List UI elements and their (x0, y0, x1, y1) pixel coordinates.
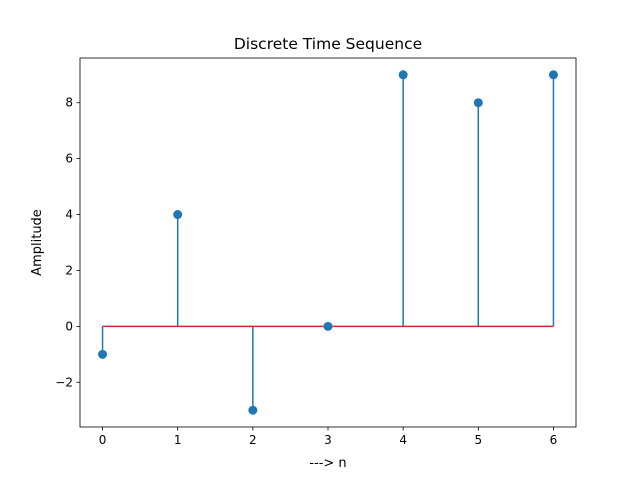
x-tick-label: 0 (99, 433, 107, 447)
stem-marker (473, 98, 483, 108)
stems-group (101, 74, 555, 411)
x-tick-label: 2 (249, 433, 257, 447)
y-tick-label: −2 (55, 375, 73, 389)
x-tick-label: 6 (550, 433, 558, 447)
stem-marker (173, 210, 183, 220)
x-tick-label: 5 (474, 433, 482, 447)
chart-title: Discrete Time Sequence (234, 35, 422, 53)
y-axis-ticks: −2 0 2 4 6 8 (55, 96, 80, 389)
stem-marker (323, 321, 333, 331)
plot-area (80, 58, 576, 427)
stem-marker (98, 349, 108, 359)
stem-marker (398, 70, 408, 80)
y-axis-label: Amplitude (30, 209, 45, 276)
x-tick-label: 3 (324, 433, 332, 447)
x-tick-label: 1 (174, 433, 182, 447)
y-tick-label: 6 (65, 152, 73, 166)
x-axis-ticks: 0 1 2 3 4 5 6 (99, 427, 558, 447)
y-tick-label: 8 (65, 96, 73, 110)
x-axis-label: ---> n (309, 456, 346, 471)
markers-group (98, 70, 558, 415)
stem-marker (548, 70, 558, 80)
y-tick-label: 2 (65, 263, 73, 277)
y-tick-label: 4 (65, 208, 73, 222)
y-tick-label: 0 (65, 319, 73, 333)
stem-marker (248, 405, 258, 415)
x-tick-label: 4 (399, 433, 407, 447)
